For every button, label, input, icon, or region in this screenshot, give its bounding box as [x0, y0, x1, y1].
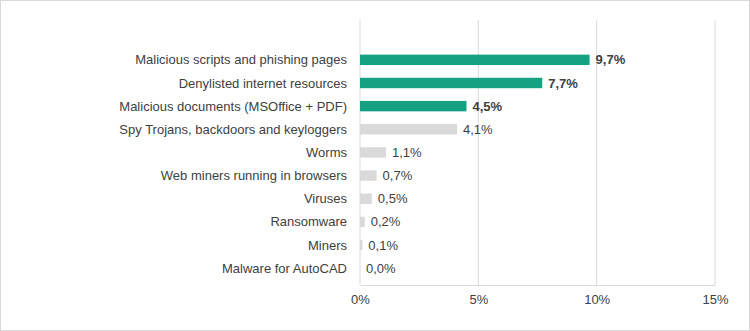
- tick-label: 15%: [702, 292, 728, 307]
- grid: [360, 20, 715, 285]
- bar: [360, 124, 457, 134]
- data-label: 1,1%: [392, 145, 422, 160]
- data-label: 7,7%: [548, 76, 578, 91]
- chart: 0% 5% 10% 15% Malicious scripts and phishing…: [0, 0, 750, 331]
- data-label: 0,2%: [371, 214, 401, 229]
- bar: [360, 78, 542, 88]
- category-label: Viruses: [304, 191, 348, 206]
- tick-label: 0%: [351, 292, 370, 307]
- bar: [360, 240, 362, 250]
- bar: [360, 263, 361, 273]
- grid-line: [715, 20, 716, 285]
- bars: [360, 55, 590, 251]
- axis-line: [361, 285, 716, 286]
- category-label: Malicious scripts and phishing pages: [135, 52, 347, 67]
- tick: 15%: [702, 285, 728, 307]
- data-label: 0,1%: [368, 238, 398, 253]
- data-label: 0,0%: [366, 261, 396, 276]
- bar: [360, 55, 590, 65]
- data-label: 0,5%: [378, 191, 408, 206]
- bar: [360, 194, 372, 204]
- tick: 5%: [469, 285, 488, 307]
- data-label: 9,7%: [596, 52, 626, 67]
- data-label: 0,7%: [383, 168, 413, 183]
- category-label: Worms: [306, 145, 347, 160]
- chart-frame: [1, 1, 750, 331]
- bar: [360, 147, 386, 157]
- bar: [360, 217, 365, 227]
- category-label: Spy Trojans, backdoors and keyloggers: [119, 122, 347, 137]
- tick-label: 10%: [584, 292, 610, 307]
- bar: [360, 170, 377, 180]
- tick: 0%: [351, 285, 370, 307]
- bar: [360, 101, 467, 111]
- category-labels: Malicious scripts and phishing pages Deny…: [119, 52, 347, 275]
- category-label: Malware for AutoCAD: [222, 261, 347, 276]
- category-label: Ransomware: [270, 214, 347, 229]
- category-label: Miners: [308, 238, 348, 253]
- data-label: 4,1%: [463, 122, 493, 137]
- data-label: 4,5%: [473, 99, 503, 114]
- category-label: Denylisted internet resources: [179, 76, 348, 91]
- tick: 10%: [584, 285, 610, 307]
- x-axis: 0% 5% 10% 15%: [351, 285, 729, 307]
- category-label: Web miners running in browsers: [161, 168, 348, 183]
- tick-label: 5%: [469, 292, 488, 307]
- data-labels: 9,7% 7,7% 4,5% 4,1% 1,1% 0,7% 0,5% 0,2% 0,1% 0,0%: [366, 52, 626, 275]
- category-label: Malicious documents (MSOffice + PDF): [119, 99, 347, 114]
